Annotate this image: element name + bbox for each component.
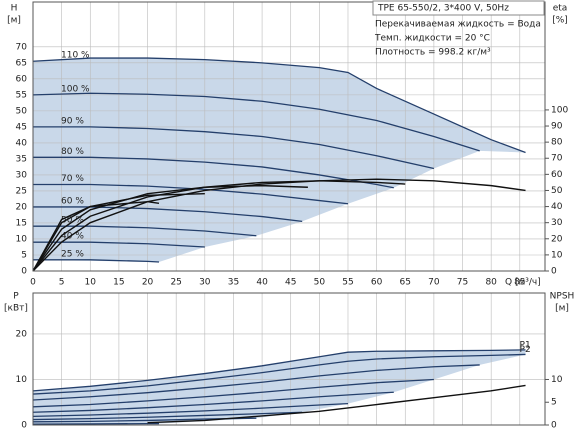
x-tick-label: 60 <box>371 278 383 288</box>
x-tick-label: 75 <box>457 278 468 288</box>
y2-tick-label: 5 <box>551 398 557 408</box>
x-tick-label: 85 <box>514 278 525 288</box>
curve <box>32 349 526 392</box>
x-tick-label: 70 <box>428 278 440 288</box>
y-tick-label: 30 <box>16 170 28 180</box>
x-tick-label: 30 <box>199 278 211 288</box>
y-tick-label: 60 <box>16 74 28 84</box>
curve <box>33 259 160 263</box>
y2-tick-label: 80 <box>551 138 563 148</box>
curve <box>33 126 435 170</box>
x-tick-label: 0 <box>30 278 36 288</box>
curve-label: 50 % <box>61 216 84 226</box>
curve-label: 40 % <box>61 232 84 242</box>
y2-curve <box>32 178 526 272</box>
y2-tick-label: 40 <box>551 202 563 212</box>
header: TPE 65-550/2, 3*400 V, 50Hz <box>377 4 509 14</box>
y-tick-label: 40 <box>16 138 28 148</box>
x-tick-label: 10 <box>85 278 97 288</box>
y2-tick-label: 10 <box>551 375 563 385</box>
curve <box>32 57 526 154</box>
y-label: P <box>13 292 19 302</box>
curve <box>32 353 526 395</box>
curve <box>32 378 434 408</box>
y-tick-label: 10 <box>16 375 28 385</box>
y-tick-label: 20 <box>16 202 28 212</box>
y2-tick-label: 70 <box>551 154 563 164</box>
y2-tick-label: 90 <box>551 122 563 132</box>
y-tick-label: 35 <box>16 154 27 164</box>
curve <box>33 206 303 223</box>
y2-tick-label: 10 <box>551 250 563 260</box>
curve <box>33 225 257 237</box>
x-tick-label: 20 <box>142 278 154 288</box>
y-tick-label: 55 <box>16 90 27 100</box>
y-tick-label: 70 <box>16 42 28 52</box>
y-tick-label: 25 <box>16 186 27 196</box>
curve-label: 110 % <box>61 51 90 61</box>
curve <box>32 411 303 421</box>
y2-unit: [м] <box>555 304 569 314</box>
y-tick-label: 10 <box>16 234 28 244</box>
annotation: Перекачиваемая жидкость = Вода <box>375 20 541 30</box>
curve-label: P1 <box>520 340 531 350</box>
plot-frame <box>32 1 546 272</box>
y2-unit: [%] <box>552 16 568 26</box>
curve <box>32 92 480 152</box>
x-tick-label: 50 <box>314 278 326 288</box>
y-unit: [м] <box>7 16 21 26</box>
curve <box>32 391 394 413</box>
x-tick-label: 25 <box>170 278 181 288</box>
curve-label: 80 % <box>61 147 84 157</box>
curve <box>33 156 394 189</box>
y-tick-label: 20 <box>16 329 28 339</box>
y-tick-label: 65 <box>16 58 27 68</box>
x-tick-label: 35 <box>228 278 239 288</box>
y2-tick-label: 60 <box>551 170 563 180</box>
curve <box>32 402 349 418</box>
annotation: Плотность = 998.2 кг/м³ <box>375 48 491 58</box>
y-tick-label: 5 <box>21 250 27 260</box>
y-tick-label: 0 <box>21 267 27 277</box>
y2-curve <box>32 184 308 272</box>
x-tick-label: 80 <box>485 278 497 288</box>
x-tick-label: 45 <box>285 278 296 288</box>
curve <box>33 183 349 205</box>
x-tick-label: 55 <box>342 278 353 288</box>
x-tick-label: 5 <box>59 278 65 288</box>
y-tick-label: 15 <box>16 218 27 228</box>
curve-label: 25 % <box>61 249 84 259</box>
y-tick-label: 45 <box>16 122 27 132</box>
x-tick-label: 40 <box>256 278 268 288</box>
curve-label: 100 % <box>61 84 90 94</box>
y-unit: [кВт] <box>4 304 28 314</box>
y2-tick-label: 50 <box>551 186 563 196</box>
plot-frame <box>32 292 546 426</box>
y-label: H <box>11 4 18 14</box>
curve-label: 60 % <box>61 196 84 206</box>
curve-label: P2 <box>520 345 531 355</box>
annotation: Темп. жидкости = 20 °C <box>374 34 490 44</box>
y2-label: NPSH <box>550 292 575 302</box>
header-box <box>372 0 545 16</box>
y2-tick-label: 20 <box>551 234 563 244</box>
y2-tick-label: 30 <box>551 218 563 228</box>
y2-tick-label: 0 <box>551 267 557 277</box>
y-tick-label: 0 <box>21 421 27 431</box>
operating-envelope <box>33 58 526 263</box>
y2-label: eta <box>553 4 568 14</box>
y2-tick-label: 100 <box>551 105 568 115</box>
curve <box>32 364 480 401</box>
y2-curve <box>32 201 160 272</box>
curve-label: 90 % <box>61 116 84 126</box>
x-tick-label: 15 <box>113 278 124 288</box>
curve-label: 70 % <box>61 174 84 184</box>
y2-tick-label: 0 <box>551 421 557 431</box>
x-label: Q [м³/ч] <box>505 278 541 288</box>
x-tick-label: 65 <box>400 278 411 288</box>
y-tick-label: 50 <box>16 106 28 116</box>
y2-curve <box>147 384 526 424</box>
